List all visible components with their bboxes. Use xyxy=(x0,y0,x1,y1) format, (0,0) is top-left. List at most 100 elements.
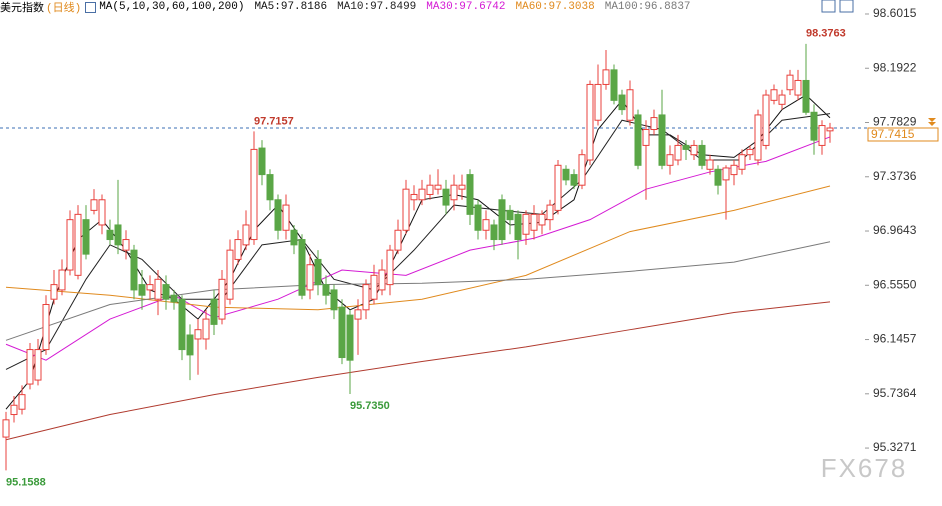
header: 美元指数 (日线) MA(5,10,30,60,100,200) MA5:97.… xyxy=(0,0,701,15)
candle-body xyxy=(546,204,554,221)
ma-lines xyxy=(5,94,831,441)
candle-body xyxy=(466,174,474,215)
candle-body xyxy=(410,193,418,201)
candle-body xyxy=(242,224,250,246)
candle-body xyxy=(770,89,778,101)
candle-body xyxy=(754,114,762,161)
candle-body xyxy=(594,83,602,121)
candle-body xyxy=(178,298,186,351)
candle-body xyxy=(434,184,442,190)
candle-body xyxy=(274,199,282,231)
candle-body xyxy=(146,284,154,291)
candle-body xyxy=(506,209,514,221)
candle-body xyxy=(482,219,490,231)
legend-entry: MA60:97.3038 xyxy=(515,1,595,13)
candle-body xyxy=(210,298,218,325)
candle-body xyxy=(202,318,210,340)
zoom-out-button[interactable] xyxy=(839,0,854,13)
price-annotation: 98.3763 xyxy=(806,28,846,40)
candle-body xyxy=(338,306,346,359)
candle-body xyxy=(402,188,410,231)
y-tick-label: 98.1922 xyxy=(873,60,917,74)
candle-body xyxy=(130,249,138,291)
y-tick-label: 95.7364 xyxy=(873,386,917,400)
candle-body xyxy=(154,278,162,300)
candle-body xyxy=(706,159,714,170)
candle-body xyxy=(314,258,322,286)
candle-body xyxy=(538,213,546,226)
candle-body xyxy=(258,147,266,176)
candle-body xyxy=(674,144,682,161)
candle-body xyxy=(738,154,746,170)
candle-body xyxy=(370,274,378,300)
candle-body xyxy=(802,79,810,113)
candle-body xyxy=(346,314,354,361)
candle-body xyxy=(746,148,754,156)
candle-body xyxy=(322,284,330,296)
zoom-in-button[interactable] xyxy=(821,0,836,13)
candle-body xyxy=(330,289,338,311)
candle-body xyxy=(138,284,146,296)
candle-body xyxy=(106,229,114,241)
legend-entry: MA5:97.8186 xyxy=(254,1,328,13)
ma-line xyxy=(5,136,831,361)
candle-body xyxy=(66,219,74,271)
candle-body xyxy=(354,309,362,320)
candle-body xyxy=(762,94,770,146)
candle-body xyxy=(162,284,170,300)
candle-body xyxy=(90,199,98,211)
candle-body xyxy=(666,154,674,166)
candle-body xyxy=(714,168,722,186)
candle-body xyxy=(642,129,650,146)
candle-body xyxy=(514,213,522,241)
candle-body xyxy=(722,167,730,181)
candle-body xyxy=(554,164,562,211)
candle-body xyxy=(282,204,290,231)
candle-body xyxy=(562,168,570,181)
candle-body xyxy=(618,94,626,111)
candle-body xyxy=(634,114,642,166)
candle-body xyxy=(730,164,738,176)
candle-body xyxy=(442,188,450,206)
candle-body xyxy=(698,144,706,166)
last-price-tag xyxy=(867,127,939,142)
y-tick-label: 95.3271 xyxy=(873,440,917,454)
candle-body xyxy=(602,69,610,85)
candle-body xyxy=(250,148,258,241)
last-price-arrow xyxy=(928,117,936,126)
candle-body xyxy=(18,394,26,410)
candle-body xyxy=(578,154,586,186)
y-tick-label: 98.6015 xyxy=(873,6,917,20)
candle-body xyxy=(34,349,42,381)
y-tick-label: 96.5550 xyxy=(873,277,917,291)
candle-body xyxy=(362,284,370,311)
period: (日线) xyxy=(46,3,82,15)
candle-body xyxy=(610,69,618,101)
price-annotation: 95.7350 xyxy=(350,400,390,412)
candle-body xyxy=(586,83,594,161)
candle-body xyxy=(826,127,834,132)
candle-body xyxy=(682,144,690,150)
candle-body xyxy=(794,79,802,96)
ma-line xyxy=(5,185,831,311)
candle-body xyxy=(626,89,634,121)
candle-body xyxy=(818,125,826,146)
price-annotation: 97.7157 xyxy=(254,115,294,127)
y-tick-label: 96.1457 xyxy=(873,332,917,346)
candle-body xyxy=(386,249,394,286)
candle-body xyxy=(98,199,106,226)
y-tick-label: 97.7829 xyxy=(873,115,917,129)
legend-entry: MA100:96.8837 xyxy=(604,1,691,13)
candle-body xyxy=(810,111,818,141)
candle-body xyxy=(266,174,274,201)
candle-body xyxy=(378,269,386,291)
settings-icon[interactable] xyxy=(85,1,97,13)
candle-body xyxy=(82,219,90,255)
legend-entry: MA30:97.6742 xyxy=(426,1,506,13)
candle-body xyxy=(234,239,242,260)
ma-params: MA(5,10,30,60,100,200) xyxy=(99,1,245,13)
candle-body xyxy=(778,94,786,105)
candle-body xyxy=(26,349,34,385)
candle-body xyxy=(570,174,578,186)
